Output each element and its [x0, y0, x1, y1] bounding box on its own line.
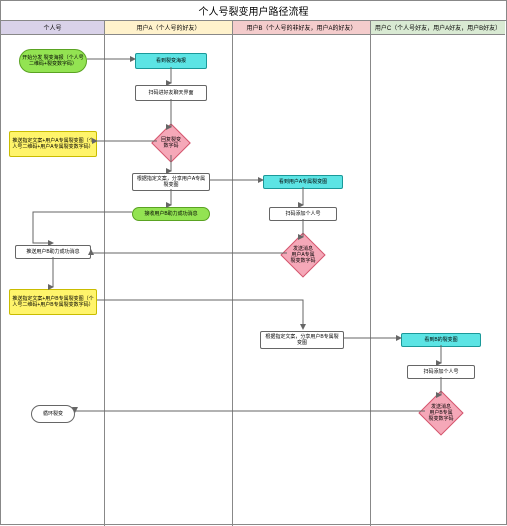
node-n13: 根据指定文案，分享用户B专属裂变图: [260, 331, 344, 349]
lane-header: 用户A（个人号的好友）: [105, 21, 232, 35]
swimlanes: 个人号开始分发 裂变海报（个人号二维码+裂变数字码） 推送指定文案+用户A专属裂变…: [1, 21, 506, 526]
lane-lane2: 用户A（个人号的好友）看到裂变海报扫码进好友聊天界面回复裂变数字码根据指定文案，…: [105, 21, 233, 526]
lane-body: 看到裂变海报扫码进好友聊天界面回复裂变数字码根据指定文案，分享用户A专属裂变图接…: [105, 35, 232, 526]
node-n10: 推送用户B助力成功消息: [15, 245, 91, 259]
lane-lane1: 个人号开始分发 裂变海报（个人号二维码+裂变数字码） 推送指定文案+用户A专属裂变…: [1, 21, 105, 526]
lane-body: 看到用户A专属裂变图扫码添加个人号发送消息 用户A专属裂变数字码根据指定文案，分…: [233, 35, 370, 526]
node-n7: 看到用户A专属裂变图: [263, 175, 343, 189]
node-n6: 根据指定文案，分享用户A专属裂变图: [132, 173, 210, 191]
node-n8: 接收用户B助力成功消息: [132, 207, 210, 221]
node-n9: 扫码添加个人号: [269, 207, 337, 221]
node-n1: 开始分发 裂变海报（个人号二维码+裂变数字码）: [19, 49, 87, 73]
node-n12: 推送指定文案+用户B专属裂变图（个人号二维码+用户B专属裂变数字码）: [9, 289, 97, 315]
node-n14: 看到B的裂变图: [401, 333, 481, 347]
node-n2: 看到裂变海报: [135, 53, 207, 69]
node-n3: 扫码进好友聊天界面: [135, 85, 207, 101]
lane-header: 用户B（个人号的非好友，用户A的好友）: [233, 21, 370, 35]
lane-lane3: 用户B（个人号的非好友，用户A的好友）看到用户A专属裂变图扫码添加个人号发送消息…: [233, 21, 371, 526]
lane-body: 看到B的裂变图扫码添加个人号发送消息 用户B专属裂变数字码: [371, 35, 505, 526]
node-n17: 循环裂变: [31, 405, 75, 423]
flowchart-canvas: 个人号裂变用户路径流程 个人号开始分发 裂变海报（个人号二维码+裂变数字码） 推送…: [0, 0, 507, 525]
node-n4: 推送指定文案+用户A专属裂变图（个人号二维码+用户A专属裂变数字码）: [9, 131, 97, 157]
node-n5: 回复裂变数字码: [151, 123, 191, 163]
node-n16: 发送消息 用户B专属裂变数字码: [418, 390, 463, 435]
node-n15: 扫码添加个人号: [407, 365, 475, 379]
lane-body: 开始分发 裂变海报（个人号二维码+裂变数字码） 推送指定文案+用户A专属裂变图（个…: [1, 35, 104, 526]
lane-header: 用户C（个人号好友，用户A好友，用户B好友）: [371, 21, 505, 35]
lane-lane4: 用户C（个人号好友，用户A好友，用户B好友）看到B的裂变图扫码添加个人号发送消息…: [371, 21, 505, 526]
chart-title: 个人号裂变用户路径流程: [1, 1, 506, 21]
lane-header: 个人号: [1, 21, 104, 35]
node-n11: 发送消息 用户A专属裂变数字码: [280, 232, 325, 277]
